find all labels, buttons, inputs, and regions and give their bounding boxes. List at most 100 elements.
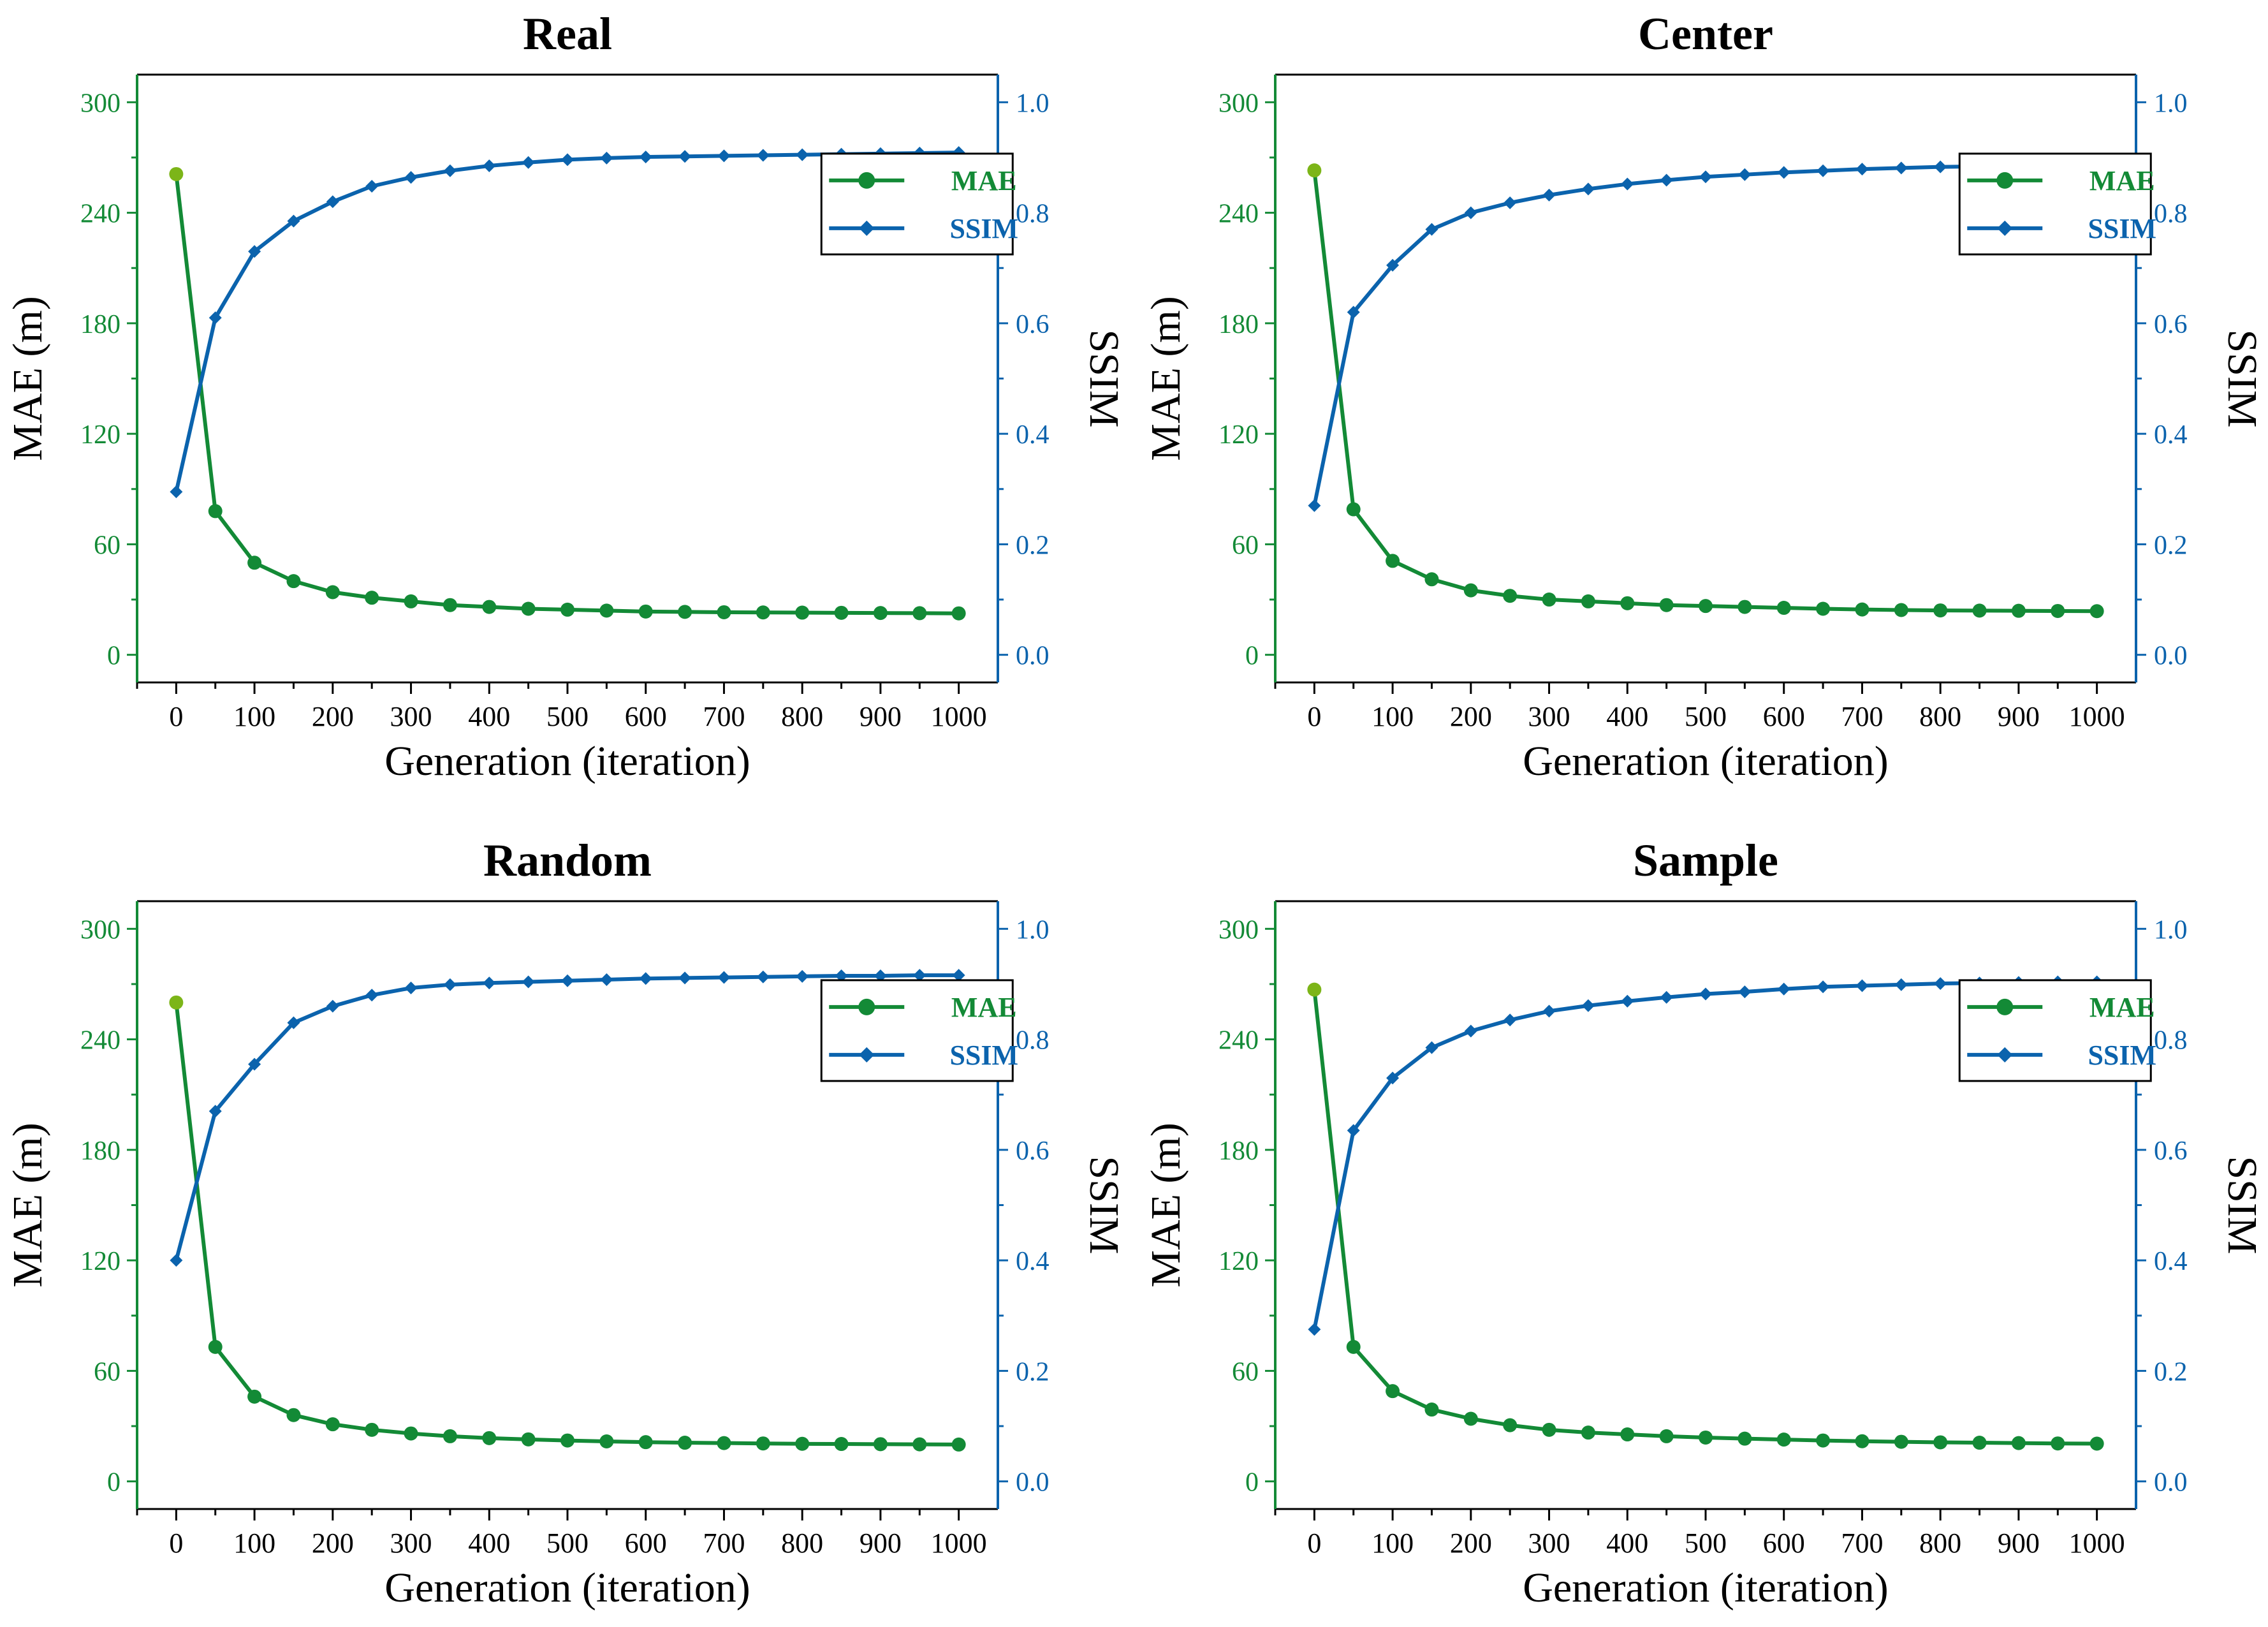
mae-point [1776,601,1791,615]
mae-point [1699,599,1713,614]
x-tick-label: 800 [781,1528,823,1559]
ssim-point [874,969,887,982]
left-y-tick-label: 180 [80,310,121,339]
mae-point [443,1429,457,1443]
chart-panel-real: Real 0 100 200 300 400 500 600 700 800 900 1000 0 60 1… [4,8,1127,784]
ssim-point [1308,1323,1321,1336]
mae-point [1346,502,1361,517]
right-y-tick-label: 0.0 [1016,1468,1050,1498]
ssim-point [796,148,809,161]
mae-point [247,1389,262,1404]
ssim-point [1777,982,1790,996]
mae-point [365,591,379,605]
left-y-tick-label: 300 [1218,915,1259,945]
legend-label-ssim: SSIM [949,1040,1018,1071]
right-y-axis-label: SSIM [2219,1156,2265,1254]
mae-point [1659,598,1674,612]
mae-point [1620,596,1635,610]
mae-point [1972,603,1987,618]
x-tick-label: 0 [169,1528,183,1559]
chart-title: Random [483,835,652,886]
x-tick-label: 0 [1307,701,1321,732]
x-tick-label: 900 [1998,701,2040,732]
legend-marker-ssim [1997,220,2013,236]
right-y-tick-label: 1.0 [2154,915,2188,945]
mae-point [1581,594,1595,608]
ssim-point [1425,1041,1438,1054]
ssim-point [1817,164,1830,177]
legend: MAE SSIM [820,979,1018,1082]
ssim-point [248,245,261,258]
x-tick-label: 300 [390,701,432,732]
mae-point [208,504,223,519]
mae-point [1503,589,1518,603]
left-y-tick-label: 60 [94,531,121,560]
legend-marker-mae [1996,172,2014,189]
left-y-tick-label: 60 [1232,531,1259,560]
mae-point [1424,572,1439,587]
left-y-tick-label: 240 [80,200,121,229]
ssim-point [678,971,692,985]
ssim-point [1581,999,1595,1012]
right-y-tick-label: 0.0 [1016,642,1050,671]
mae-point [1581,1425,1595,1440]
mae-point [1816,601,1831,616]
x-tick-label: 600 [625,1528,667,1559]
ssim-point [170,485,183,499]
ssim-point [1621,994,1634,1008]
mae-point [638,604,653,619]
mae-point [912,606,927,621]
legend-marker-ssim [859,1047,875,1063]
legend: MAE SSIM [1958,152,2156,256]
ssim-point [365,989,379,1002]
x-tick-label: 700 [703,1528,745,1559]
ssim-point [483,976,496,990]
right-y-tick-label: 0.8 [1016,200,1050,229]
left-y-tick-label: 240 [1218,1026,1259,1056]
ssim-point [717,149,731,163]
left-y-tick-label: 180 [1218,1137,1259,1166]
mae-point [873,1437,888,1452]
ssim-point [1308,499,1321,512]
x-tick-label: 500 [546,1528,589,1559]
ssim-point [1894,161,1908,175]
x-axis-label: Generation (iteration) [1523,738,1889,784]
right-y-tick-label: 0.8 [2154,1026,2188,1056]
x-tick-label: 500 [546,701,589,732]
left-y-tick-label: 180 [1218,310,1259,339]
legend-marker-mae [1996,998,2014,1015]
right-y-tick-label: 0.4 [2154,420,2188,450]
ssim-point [287,1016,300,1029]
ssim-point [796,969,809,983]
ssim-point [522,156,535,169]
mae-point [325,585,340,600]
right-y-tick-label: 0.6 [1016,1137,1050,1166]
mae-point [1463,1411,1478,1426]
mae-point [951,606,966,621]
legend-label-ssim: SSIM [2088,213,2156,244]
x-tick-label: 500 [1685,1528,1727,1559]
mae-point [717,1436,731,1450]
ssim-point [1894,978,1908,991]
x-tick-label: 500 [1685,701,1727,732]
mae-point [2011,603,2026,618]
x-tick-label: 1000 [931,701,987,732]
x-tick-label: 1000 [2069,701,2125,732]
mae-point [247,556,262,570]
chart-title: Sample [1633,835,1778,886]
legend-box [820,152,1014,256]
mae-point [1894,603,1908,617]
mae-point [1542,593,1556,607]
mae-point [1933,1435,1948,1450]
x-tick-label: 900 [1998,1528,2040,1559]
chart-panel-sample: Sample 0 100 200 300 400 500 600 700 800 900 1000 0 6… [1143,835,2265,1611]
ssim-point [561,974,574,987]
legend-box [1958,152,2152,256]
mae-point [1620,1427,1635,1442]
left-y-tick-label: 120 [1218,420,1259,450]
legend-label-ssim: SSIM [2088,1040,2156,1071]
ssim-point [404,171,418,184]
mae-point [1307,163,1322,178]
ssim-point [1386,258,1400,272]
